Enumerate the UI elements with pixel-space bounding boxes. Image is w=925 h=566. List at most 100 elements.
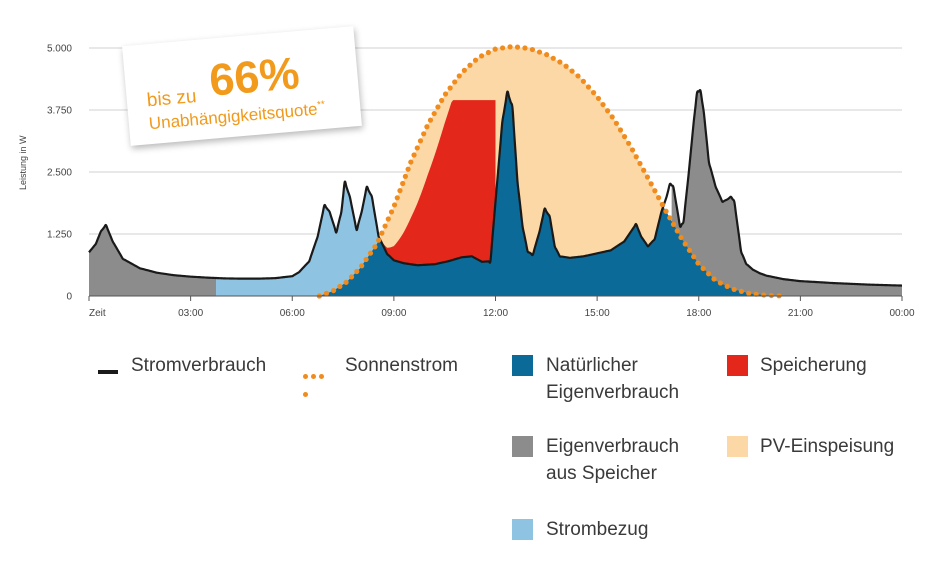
sonnenstrom-dot	[674, 228, 680, 234]
sonnenstrom-dot	[414, 145, 420, 151]
sonnenstrom-dot	[705, 271, 712, 277]
sonnenstrom-dot	[359, 263, 365, 269]
sonnenstrom-dot	[323, 290, 330, 296]
sonnenstrom-dot	[563, 63, 569, 69]
sonnenstrom-dot	[424, 124, 430, 130]
legend-swatch-speicherung	[727, 355, 748, 376]
line-stromverbrauch	[88, 88, 903, 287]
legend-text-eigenverbrauch-speicher: Eigenverbrauch aus Speicher	[546, 436, 680, 484]
sonnenstrom-dot	[536, 49, 543, 55]
sonnenstrom-dot	[648, 181, 654, 187]
sonnenstrom-dot	[411, 152, 417, 158]
sonnenstrom-dot	[667, 215, 673, 221]
badge-percent: 66%	[207, 47, 302, 106]
sonnenstrom-dot	[738, 288, 745, 294]
sonnenstrom-dot	[354, 268, 360, 275]
line-sonnenstrom	[316, 44, 782, 299]
sonnenstrom-dot	[421, 131, 427, 137]
x-tick-label: 00:00	[889, 308, 914, 319]
sonnenstrom-dot	[768, 292, 775, 299]
sonnenstrom-dot	[659, 201, 665, 208]
sonnenstrom-dot	[575, 73, 581, 79]
sonnenstrom-dot	[663, 208, 669, 214]
sonnenstrom-dot	[467, 62, 473, 68]
sonnenstrom-dot	[724, 283, 730, 289]
legend-label-eigenverbrauch-speicher: Eigenverbrauch aus Speicher	[546, 433, 706, 487]
y-tick-label: 0	[66, 292, 72, 303]
sonnenstrom-dot	[590, 90, 597, 96]
x-tick-label: 03:00	[178, 308, 203, 319]
sonnenstrom-dot	[507, 44, 513, 50]
sonnenstrom-dot	[417, 138, 424, 144]
legend-swatch-stromverbrauch	[98, 370, 118, 374]
area-speicherung	[370, 100, 496, 266]
legend-label-stromverbrauch: Stromverbrauch	[131, 355, 267, 376]
sonnenstrom-dot	[637, 160, 643, 167]
x-tick-label: 06:00	[280, 308, 305, 319]
independence-badge: bis zu 66% Unabhängigkeitsquote**	[122, 26, 362, 146]
sonnenstrom-dot	[500, 45, 506, 51]
legend-swatch-sonnenstrom	[303, 366, 333, 397]
sonnenstrom-dot	[621, 134, 628, 140]
sonnenstrom-dot	[514, 44, 521, 50]
sonnenstrom-dot	[580, 78, 587, 84]
legend-swatch-pv-einspeisung	[727, 436, 748, 457]
sonnenstrom-dot	[731, 286, 737, 293]
sonnenstrom-dot	[746, 290, 752, 296]
sonnenstrom-dot	[633, 154, 639, 160]
sonnenstrom-dot	[402, 173, 408, 179]
legend-swatch-eigenverbrauch	[512, 355, 533, 376]
sonnenstrom-dot	[394, 195, 400, 201]
y-axis-label: Leistung in W	[18, 135, 28, 190]
sonnenstrom-dot	[485, 49, 491, 56]
sonnenstrom-dot	[686, 247, 693, 253]
sonnenstrom-dot	[569, 68, 575, 74]
sonnenstrom-dot	[695, 260, 701, 266]
sonnenstrom-dot	[382, 223, 388, 229]
sonnenstrom-dot	[472, 57, 479, 63]
sonnenstrom-dot	[529, 46, 536, 53]
sonnenstrom-dot	[626, 140, 632, 146]
x-tick-label: 21:00	[788, 308, 813, 319]
y-tick-label: 3.750	[47, 106, 72, 117]
legend-swatch-eigenverbrauch-speicher	[512, 436, 533, 457]
x-tick-label: Zeit	[89, 308, 106, 319]
area-strombezug	[216, 181, 394, 296]
sonnenstrom-dot	[609, 114, 615, 120]
legend-label-speicherung: Speicherung	[760, 355, 867, 376]
sonnenstrom-dot	[670, 221, 677, 227]
sonnenstrom-dot	[652, 188, 658, 194]
legend-swatch-strombezug	[512, 519, 533, 540]
sonnenstrom-dot	[405, 166, 411, 172]
sonnenstrom-dot	[600, 101, 606, 108]
x-tick-label: 15:00	[585, 308, 610, 319]
sonnenstrom-dot	[439, 97, 445, 104]
sonnenstrom-dot	[388, 209, 395, 215]
legend-label-sonnenstrom: Sonnenstrom	[345, 355, 459, 376]
sonnenstrom-dot	[544, 52, 550, 58]
sonnenstrom-dot	[408, 159, 414, 165]
sonnenstrom-dot	[447, 85, 453, 91]
legend-text-eigenverbrauch: Natürlicher Eigenverbrauch	[546, 355, 680, 403]
sonnenstrom-dot	[452, 79, 458, 85]
legend-label-strombezug: Strombezug	[546, 519, 649, 540]
y-tick-label: 2.500	[47, 168, 72, 179]
sonnenstrom-dot	[678, 234, 684, 241]
sonnenstrom-dot	[435, 104, 441, 110]
sonnenstrom-dot	[391, 202, 398, 208]
x-tick-label: 18:00	[686, 308, 711, 319]
sonnenstrom-dot	[557, 59, 563, 65]
area-eigenverbrauch	[319, 91, 784, 297]
x-tick-label: 09:00	[381, 308, 406, 319]
sonnenstrom-dot	[761, 292, 767, 298]
area-eigenverbrauch-speicher-1	[671, 90, 902, 296]
sonnenstrom-dot	[427, 117, 434, 123]
sonnenstrom-dot	[605, 108, 611, 114]
sonnenstrom-dot	[400, 180, 406, 187]
sonnenstrom-dot	[397, 188, 403, 194]
chart-areas	[89, 46, 902, 297]
sonnenstrom-dot	[330, 287, 337, 294]
badge-prefix: bis zu	[146, 86, 198, 112]
chart: 0 1.250 2.500 3.750 5.000 Zeit 03:00 06:00 09:0…	[18, 44, 915, 320]
sonnenstrom-dot	[644, 174, 651, 180]
